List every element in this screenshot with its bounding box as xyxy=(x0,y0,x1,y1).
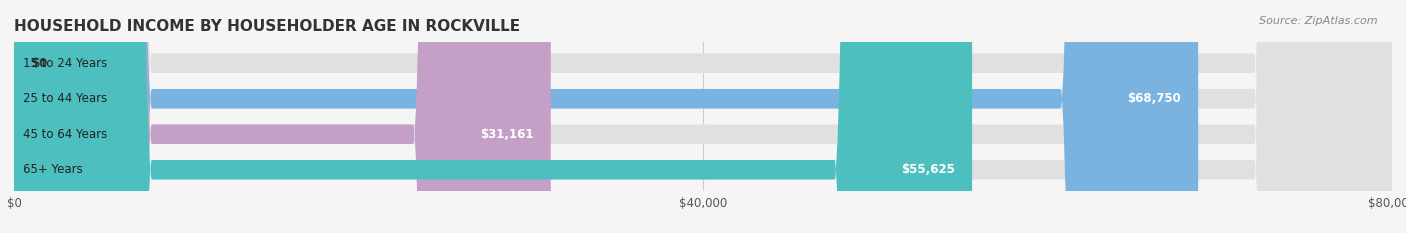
Text: $0: $0 xyxy=(31,57,48,70)
FancyBboxPatch shape xyxy=(14,0,1392,233)
FancyBboxPatch shape xyxy=(14,0,1392,233)
Text: $55,625: $55,625 xyxy=(901,163,955,176)
Text: Source: ZipAtlas.com: Source: ZipAtlas.com xyxy=(1260,16,1378,26)
Text: $31,161: $31,161 xyxy=(479,128,533,141)
FancyBboxPatch shape xyxy=(14,0,1198,233)
Text: 45 to 64 Years: 45 to 64 Years xyxy=(22,128,107,141)
Text: 65+ Years: 65+ Years xyxy=(22,163,83,176)
Text: 15 to 24 Years: 15 to 24 Years xyxy=(22,57,107,70)
Text: HOUSEHOLD INCOME BY HOUSEHOLDER AGE IN ROCKVILLE: HOUSEHOLD INCOME BY HOUSEHOLDER AGE IN R… xyxy=(14,19,520,34)
Text: $68,750: $68,750 xyxy=(1128,92,1181,105)
Text: 25 to 44 Years: 25 to 44 Years xyxy=(22,92,107,105)
FancyBboxPatch shape xyxy=(14,0,972,233)
FancyBboxPatch shape xyxy=(14,0,1392,233)
FancyBboxPatch shape xyxy=(14,0,551,233)
FancyBboxPatch shape xyxy=(14,0,1392,233)
